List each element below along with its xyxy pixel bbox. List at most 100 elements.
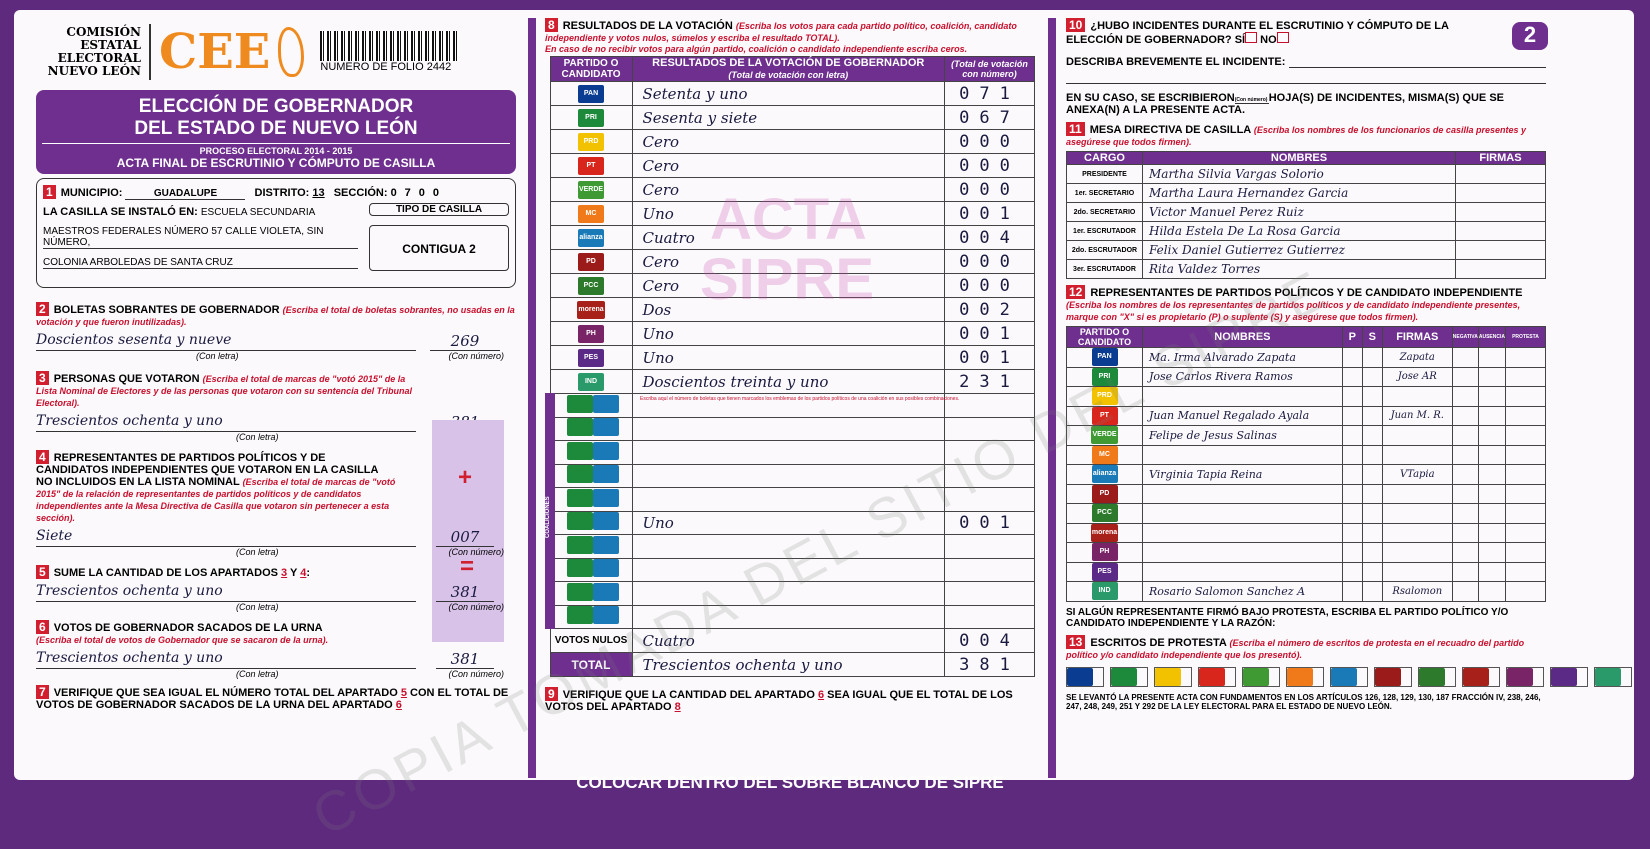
protest-box[interactable]: [1066, 666, 1104, 687]
suma-letra: Trescientos ochenta y uno: [36, 583, 416, 602]
party-logo-coal-b-icon: [593, 394, 620, 413]
representantes-numero: 007: [436, 528, 494, 547]
party-logo-pcc-icon: PCC: [1091, 504, 1118, 523]
incident-description-line[interactable]: [1066, 68, 1546, 84]
signature: [1455, 221, 1546, 241]
party-logo-alianza-icon: [1331, 667, 1357, 686]
vote-row: PAN Setenta y uno 071: [549, 81, 1035, 106]
coalition-note: Escriba aquí el número de boletas que ti…: [640, 396, 960, 402]
party-logo-ind-icon: IND: [1091, 582, 1118, 601]
vote-row: MC Uno 001: [549, 201, 1035, 226]
protest-box[interactable]: [1286, 666, 1324, 687]
no-checkbox[interactable]: [1276, 32, 1289, 43]
party-logo-prd-icon: PRD: [1091, 387, 1118, 406]
footer-instruction: COLOCAR DENTRO DEL SOBRE BLANCO DE SIPRE: [576, 773, 1004, 792]
mesa-row: 1er. ESCRUTADOR Hilda Estela De La Rosa G…: [1066, 221, 1546, 241]
si-checkbox[interactable]: [1245, 32, 1258, 43]
party-logo-coal-a-icon: [567, 535, 594, 554]
signature: [1455, 259, 1546, 279]
vote-row: PRI Sesenta y siete 067: [549, 105, 1035, 130]
signature: [1455, 202, 1546, 222]
protest-box[interactable]: [1594, 666, 1632, 687]
section-4: 4 REPRESENTANTES DE PARTIDOS POLÍTICOS Y …: [36, 450, 505, 557]
party-logo-verde-icon: [1243, 667, 1269, 686]
vote-row: PT Cero 000: [549, 153, 1035, 178]
representative-row: PH: [1066, 542, 1546, 563]
tipo-casilla-label: TIPO DE CASILLA: [369, 203, 509, 216]
coalition-row: [545, 487, 1035, 512]
party-logo-pcc-icon: [1419, 667, 1445, 686]
coalition-row: Uno 001: [545, 510, 1035, 535]
party-logo-pes-icon: [1551, 667, 1577, 686]
personas-votaron-letra: Trescientos ochenta y uno: [36, 413, 416, 432]
protest-box[interactable]: [1154, 666, 1192, 687]
representative-row: MC: [1066, 444, 1546, 465]
party-logo-prd-icon: [1155, 667, 1181, 686]
party-logo-ph-icon: PH: [1091, 543, 1118, 562]
party-logo-coal-a-icon: [567, 512, 594, 531]
urna-numero: 381: [436, 650, 494, 669]
party-logo-pt-icon: PT: [578, 156, 604, 175]
party-logo-mc-icon: [1287, 667, 1313, 686]
representative-row: IND Rosario Salomon Sanchez A Rsalomon: [1066, 581, 1546, 602]
protest-box[interactable]: [1418, 666, 1456, 687]
party-logo-mc-icon: MC: [578, 204, 604, 223]
state-map-icon: [278, 27, 305, 77]
section-5: 5 SUME LA CANTIDAD DE LOS APARTADOS 3 Y 4…: [36, 553, 505, 612]
party-logo-pri-icon: PRI: [578, 108, 604, 127]
vote-row: PES Uno 001: [549, 345, 1035, 370]
acta-sipre-stamp: ACTA SIPRE: [700, 187, 875, 312]
party-logo-verde-icon: VERDE: [577, 180, 605, 199]
column-divider: [1048, 18, 1056, 778]
boletas-sobrantes-numero: 269: [430, 332, 500, 351]
party-logo-coal-a-icon: [567, 559, 594, 578]
party-logo-coal-a-icon: [567, 582, 594, 601]
representative-row: VERDE Felipe de Jesus Salinas: [1066, 425, 1546, 446]
protest-box[interactable]: [1462, 666, 1500, 687]
protest-box[interactable]: [1374, 666, 1412, 687]
municipio-value: GUADALUPE: [125, 188, 246, 200]
mesa-row: 2do. SECRETARIO Victor Manuel Perez Ruiz: [1066, 202, 1546, 222]
party-logo-pes-icon: PES: [578, 348, 604, 367]
party-logo-pd-icon: [1375, 667, 1401, 686]
party-logo-coal-a-icon: [567, 606, 594, 625]
incident-description-field[interactable]: [1289, 56, 1546, 68]
mesa-row: 3er. ESCRUTADOR Rita Valdez Torres: [1066, 259, 1546, 279]
representantes-letra: Siete: [36, 528, 416, 547]
section-2: 2 BOLETAS SOBRANTES DE GOBERNADOR (Escrib…: [36, 302, 515, 361]
barcode: [320, 31, 461, 61]
party-logo-coal-b-icon: [593, 512, 620, 531]
middle-column: 8 RESULTADOS DE LA VOTACIÓN (Escriba los …: [545, 18, 1035, 713]
protest-box[interactable]: [1198, 666, 1236, 687]
hojas-field[interactable]: (Con número): [1234, 97, 1269, 104]
protest-box[interactable]: [1242, 666, 1280, 687]
column-divider: [528, 18, 536, 778]
vote-row: VERDE Cero 000: [549, 177, 1035, 202]
equals-sign: =: [460, 553, 475, 580]
protest-box[interactable]: [1550, 666, 1588, 687]
signature: [1455, 164, 1546, 184]
party-logo-coal-b-icon: [593, 606, 620, 625]
party-logo-alianza-icon: alianza: [1091, 465, 1118, 484]
party-logo-ind-icon: [1595, 667, 1621, 686]
protest-box[interactable]: [1330, 666, 1368, 687]
signature: [1455, 183, 1546, 203]
party-logo-coal-b-icon: [593, 535, 620, 554]
address-line-3: COLONIA ARBOLEDAS DE SANTA CRUZ: [43, 257, 358, 269]
party-logo-verde-icon: VERDE: [1091, 426, 1118, 445]
party-logo-coal-b-icon: [593, 488, 620, 507]
mesa-row: PRESIDENTE Martha Silvia Vargas Solorio: [1066, 164, 1546, 184]
address-line-2: MAESTROS FEDERALES NÚMERO 57 CALLE VIOLE…: [43, 226, 358, 249]
vote-row: PCC Cero 000: [549, 273, 1035, 298]
protest-box[interactable]: [1506, 666, 1544, 687]
party-logo-coal-b-icon: [593, 418, 620, 437]
coalition-row: [545, 604, 1035, 629]
party-logo-ph-icon: PH: [578, 324, 604, 343]
party-logo-coal-a-icon: [567, 394, 594, 413]
party-logo-coal-b-icon: [593, 465, 620, 484]
representative-row: morena: [1066, 522, 1546, 543]
section-3: 3 PERSONAS QUE VOTARON (Escriba el total …: [36, 371, 516, 442]
suma-numero: 381: [436, 583, 494, 602]
protest-box[interactable]: [1110, 666, 1148, 687]
party-logo-coal-a-icon: [567, 418, 594, 437]
